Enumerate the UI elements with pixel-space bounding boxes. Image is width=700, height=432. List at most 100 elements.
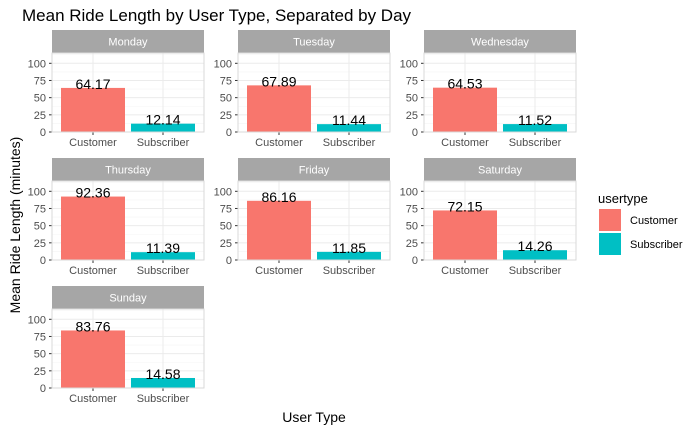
y-tick-label: 50 <box>406 221 418 233</box>
bar-subscriber <box>131 123 195 132</box>
x-tick-label: Customer <box>69 137 117 149</box>
y-tick-label: 25 <box>406 238 418 250</box>
x-tick-label: Subscriber <box>509 137 562 149</box>
bar-customer <box>247 200 311 260</box>
y-tick-label: 50 <box>34 93 46 105</box>
data-label: 12.14 <box>145 112 180 128</box>
legend-label: Customer <box>630 215 678 227</box>
bar-subscriber <box>503 250 567 260</box>
x-tick-label: Subscriber <box>323 265 376 277</box>
data-label: 11.52 <box>518 112 552 128</box>
x-axis-title: User Type <box>282 409 346 425</box>
facet-strip-label: Friday <box>299 165 330 177</box>
y-tick-label: 75 <box>34 331 46 343</box>
data-label: 67.89 <box>261 73 296 89</box>
panel-border <box>51 180 205 261</box>
legend-title: usertype <box>598 191 648 206</box>
y-tick-label: 50 <box>220 93 232 105</box>
y-tick-label: 0 <box>412 255 418 267</box>
bar-customer <box>433 210 497 260</box>
facet-panels: Monday 0 25 50 75 100 64.17 Customer 12.14 Subscr… <box>28 30 577 405</box>
data-label: 86.16 <box>261 189 296 205</box>
x-tick-label: Subscriber <box>137 393 190 405</box>
data-label: 11.44 <box>332 112 366 128</box>
panel-border <box>423 52 577 133</box>
y-tick-label: 0 <box>40 383 46 395</box>
y-tick-label: 75 <box>34 203 46 215</box>
facet-strip <box>52 286 204 309</box>
facet-panel-tuesday: Tuesday 0 25 50 75 100 67.89 Customer 11.44 Subsc… <box>214 30 391 149</box>
facet-panel-monday: Monday 0 25 50 75 100 64.17 Customer 12.14 Subscr… <box>28 30 205 149</box>
data-label: 11.39 <box>146 240 180 256</box>
data-label: 92.36 <box>75 185 110 201</box>
y-tick-label: 50 <box>34 349 46 361</box>
facet-panel-sunday: Sunday 0 25 50 75 100 83.76 Customer 14.58 Subscr… <box>28 286 205 405</box>
y-tick-label: 100 <box>214 58 232 70</box>
y-tick-label: 100 <box>28 58 46 70</box>
bar-subscriber <box>131 377 195 388</box>
y-tick-label: 0 <box>226 255 232 267</box>
x-tick-label: Subscriber <box>137 265 190 277</box>
y-tick-label: 100 <box>400 58 418 70</box>
y-tick-label: 75 <box>34 75 46 87</box>
y-tick-label: 100 <box>28 186 46 198</box>
facet-strip-label: Sunday <box>109 293 147 305</box>
y-tick-label: 50 <box>34 221 46 233</box>
bar-subscriber <box>131 252 195 260</box>
data-label: 72.15 <box>447 198 482 214</box>
panel-border <box>237 52 391 133</box>
facet-panel-wednesday: Wednesday 0 25 50 75 100 64.53 Customer 11.52 Sub… <box>400 30 577 149</box>
x-tick-label: Subscriber <box>323 137 376 149</box>
data-label: 64.17 <box>75 76 110 92</box>
data-label: 64.53 <box>447 76 482 92</box>
x-tick-label: Subscriber <box>509 265 562 277</box>
facet-strip <box>52 158 204 181</box>
y-tick-label: 0 <box>412 127 418 139</box>
bar-customer <box>61 196 125 260</box>
data-label: 11.85 <box>332 240 366 256</box>
y-tick-label: 25 <box>34 366 46 378</box>
data-label: 83.76 <box>75 318 110 334</box>
y-tick-label: 25 <box>220 110 232 122</box>
y-tick-label: 0 <box>40 255 46 267</box>
x-tick-label: Customer <box>255 137 303 149</box>
facet-strip-label: Thursday <box>105 165 151 177</box>
facet-strip <box>238 30 390 53</box>
panel-border <box>51 308 205 389</box>
facet-panel-friday: Friday 0 25 50 75 100 86.16 Customer 11.85 Subscr… <box>214 158 391 277</box>
bar-customer <box>61 330 125 388</box>
bar-subscriber <box>317 251 381 260</box>
facet-panel-thursday: Thursday 0 25 50 75 100 92.36 Customer 11.39 Subs… <box>28 158 205 277</box>
y-tick-label: 50 <box>220 221 232 233</box>
y-tick-label: 25 <box>34 238 46 250</box>
y-tick-label: 25 <box>406 110 418 122</box>
bar-subscriber <box>317 124 381 132</box>
facet-strip-label: Saturday <box>478 165 523 177</box>
bar-customer <box>433 87 497 132</box>
y-tick-label: 100 <box>214 186 232 198</box>
x-tick-label: Customer <box>69 393 117 405</box>
facet-strip <box>424 30 576 53</box>
panel-border <box>51 52 205 133</box>
bar-customer <box>247 85 311 132</box>
x-tick-label: Customer <box>69 265 117 277</box>
y-tick-label: 75 <box>406 75 418 87</box>
x-tick-label: Customer <box>441 265 489 277</box>
legend-key-subscriber <box>599 233 621 255</box>
y-axis-title: Mean Ride Length (minutes) <box>7 137 23 314</box>
x-tick-label: Subscriber <box>137 137 190 149</box>
y-tick-label: 100 <box>28 314 46 326</box>
facet-panel-saturday: Saturday 0 25 50 75 100 72.15 Customer 14.26 Subs… <box>400 158 577 277</box>
y-tick-label: 100 <box>400 186 418 198</box>
legend: usertype Customer Subscriber <box>598 191 683 255</box>
facet-strip-label: Monday <box>108 37 148 49</box>
facet-strip <box>52 30 204 53</box>
x-tick-label: Customer <box>441 137 489 149</box>
y-tick-label: 0 <box>40 127 46 139</box>
bar-customer <box>61 87 125 132</box>
legend-key-customer <box>599 209 621 231</box>
facet-strip-label: Tuesday <box>293 37 335 49</box>
facet-strip <box>424 158 576 181</box>
chart-title: Mean Ride Length by User Type, Separated… <box>22 6 412 25</box>
